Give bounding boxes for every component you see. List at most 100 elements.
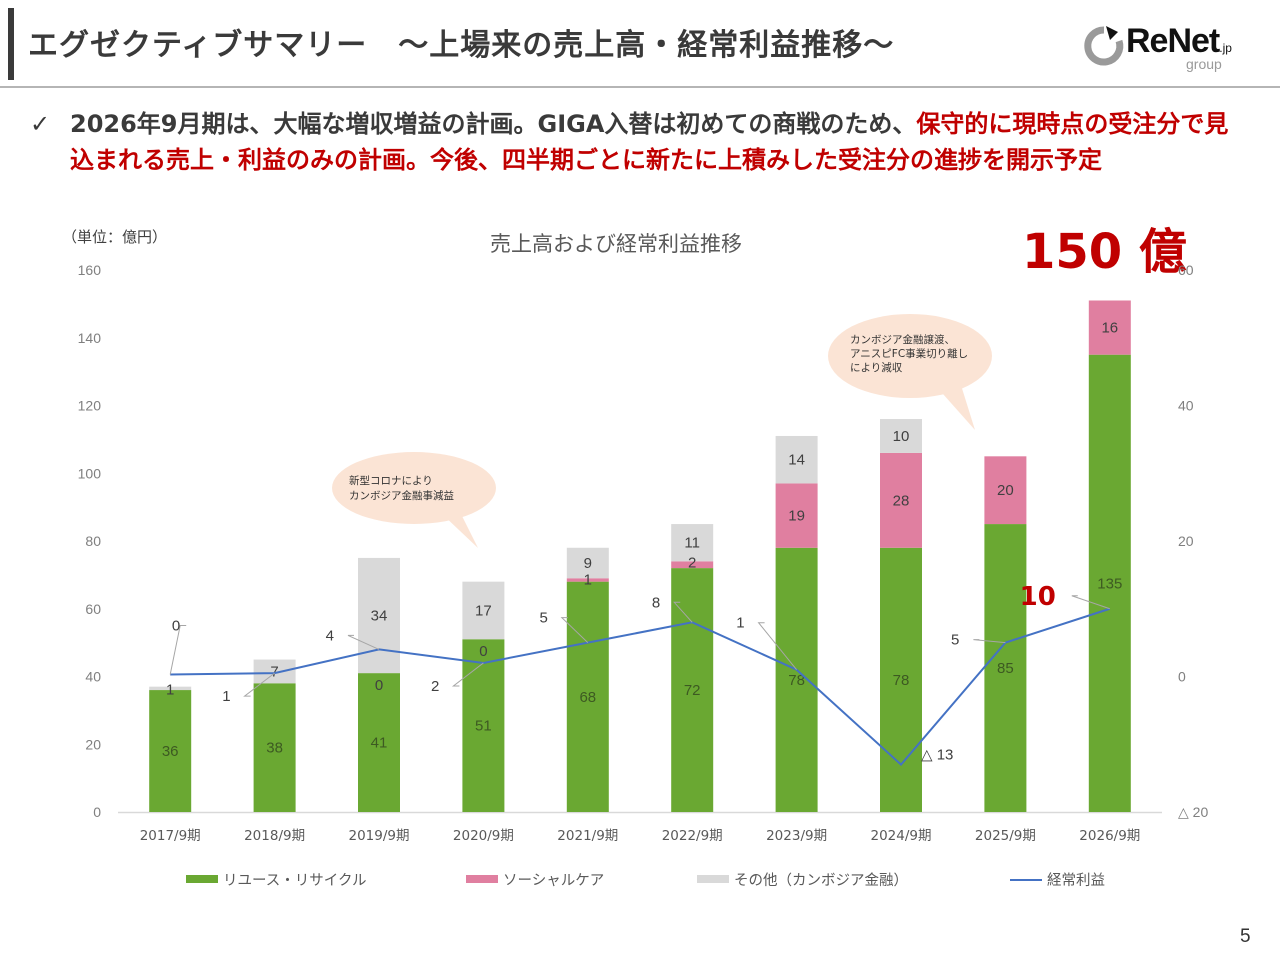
bar-segment-reuse <box>358 673 400 812</box>
callout-bubble-shape <box>440 508 478 548</box>
page-number: 5 <box>1240 926 1251 947</box>
bar-value-label: 2 <box>688 554 696 571</box>
y2-axis-tick-label: △ 20 <box>1178 804 1208 820</box>
y-axis-tick-label: 20 <box>85 736 101 752</box>
bar-segment-social <box>671 561 714 569</box>
legend-label: 経常利益 <box>1047 872 1105 889</box>
bar-segment-reuse <box>1088 354 1131 812</box>
bar-value-label: 85 <box>997 660 1014 677</box>
summary-text-plain: 2026年9月期は、大幅な増収増益の計画。GIGA入替は初めての商戦のため、 <box>70 110 917 138</box>
bar-segment-social <box>880 452 922 548</box>
bar-segment-social <box>984 456 1027 525</box>
x-axis-category-label: 2017/9期 <box>140 828 201 844</box>
bar-value-label: 19 <box>788 508 805 525</box>
profit-leader-line <box>451 662 484 687</box>
profit-value-label: 0 <box>172 617 180 634</box>
callout-divestiture <box>828 314 992 430</box>
bar-segment-reuse <box>462 639 505 812</box>
profit-value-label: 2 <box>431 678 439 695</box>
bar-value-label: 0 <box>375 677 383 694</box>
x-axis-category-label: 2018/9期 <box>244 828 305 844</box>
bar-segment-social <box>1088 300 1131 355</box>
profit-value-label: △ 13 <box>921 747 953 764</box>
summary-text-emphasis: 保守的に現時点の受注分で見込まれる売上・利益のみの計画。今後、四半期ごとに新たに… <box>70 110 1229 174</box>
bar-value-label: 1 <box>166 682 174 699</box>
summary-bullet: ✓ 2026年9月期は、大幅な増収増益の計画。GIGA入替は初めての商戦のため、… <box>30 106 1250 178</box>
callout-bubble-shape <box>332 452 496 524</box>
profit-value-label: 5 <box>539 610 547 627</box>
title-divider <box>0 86 1280 88</box>
chart-title: 売上高および経常利益推移 <box>490 232 742 256</box>
bar-value-label: 36 <box>162 743 179 760</box>
y-axis-tick-label: 80 <box>85 533 101 549</box>
callout-bubble-shape <box>828 314 992 398</box>
bar-segment-other <box>775 435 818 484</box>
bar-value-label: 16 <box>1101 320 1118 337</box>
checkmark-icon: ✓ <box>30 110 51 138</box>
logo-circle-arrow-icon <box>1084 26 1124 66</box>
bar-value-label: 7 <box>270 663 278 680</box>
x-axis-category-label: 2020/9期 <box>453 828 514 844</box>
y-axis-tick-label: 120 <box>78 398 102 414</box>
y-axis-tick-label: 0 <box>93 804 101 820</box>
bar-value-label: 72 <box>684 682 701 699</box>
bar-value-label: 41 <box>371 735 388 752</box>
bar-segment-reuse <box>149 690 192 812</box>
profit-line <box>170 607 1111 767</box>
legend-label: その他（カンボジア金融） <box>734 872 908 889</box>
bar-segment-other <box>462 581 505 640</box>
bar-segment-reuse <box>253 683 296 812</box>
legend-swatch-other <box>697 875 729 883</box>
legend-label: リユース・リサイクル <box>223 872 367 889</box>
y2-axis-tick-label: 60 <box>1178 262 1194 278</box>
callout-divestiture-text: により減収 <box>850 361 903 374</box>
profit-value-label: 8 <box>652 594 660 611</box>
bar-value-label: 78 <box>893 672 910 689</box>
bar-value-label: 10 <box>893 428 910 445</box>
page-title: エグゼクティブサマリー ～上場来の売上高・経常利益推移～ <box>28 28 895 63</box>
bar-segment-reuse <box>671 568 714 812</box>
renet-logo: ReNet.jp group <box>1082 20 1252 76</box>
callout-divestiture-text: アニスピFC事業切り離し <box>850 347 968 360</box>
bar-segment-other <box>880 419 922 453</box>
bar-value-label: 17 <box>475 602 492 619</box>
bar-segment-other <box>149 686 192 691</box>
profit-leader-line <box>560 617 589 643</box>
profit-leader-line <box>1071 595 1110 610</box>
bar-value-label: 28 <box>893 492 910 509</box>
callout-covid-text: 新型コロナにより <box>349 474 433 487</box>
bar-value-label: 14 <box>788 452 805 469</box>
profit-value-label: 1 <box>736 615 744 632</box>
callout-covid <box>332 452 496 548</box>
x-axis-category-label: 2022/9期 <box>662 828 723 844</box>
profit-value-label: 4 <box>326 627 334 644</box>
x-axis-category-label: 2025/9期 <box>975 828 1036 844</box>
bar-value-label: 78 <box>788 672 805 689</box>
bar-value-label: 0 <box>479 643 487 660</box>
logo-brand: ReNet.jp <box>1126 22 1232 60</box>
x-axis-category-label: 2026/9期 <box>1079 828 1140 844</box>
bar-value-label: 51 <box>475 718 492 735</box>
title-accent-bar <box>8 8 14 80</box>
bar-value-label: 34 <box>371 608 388 625</box>
unit-label: （単位：億円） <box>62 228 168 246</box>
y-axis-tick-label: 100 <box>78 465 102 481</box>
bar-segment-reuse <box>775 547 818 812</box>
bar-value-label: 11 <box>684 535 700 552</box>
bar-segment-other <box>566 547 609 579</box>
profit-value-label: 1 <box>222 688 230 705</box>
legend-swatch-social <box>466 875 498 883</box>
y-axis-tick-label: 160 <box>78 262 102 278</box>
bar-value-label: 9 <box>584 555 592 572</box>
logo-group-label: group <box>1186 56 1222 72</box>
bar-segment-reuse <box>984 524 1027 812</box>
y2-axis-tick-label: 40 <box>1178 398 1194 414</box>
bar-segment-social <box>566 578 609 582</box>
bar-segment-reuse <box>880 547 922 812</box>
summary-text: 2026年9月期は、大幅な増収増益の計画。GIGA入替は初めての商戦のため、保守… <box>30 106 1250 178</box>
highlight-total-sales: 150 億 <box>1022 224 1187 280</box>
profit-leader-line <box>757 622 797 671</box>
profit-leader-line <box>973 639 1006 644</box>
bar-segment-other <box>358 557 400 674</box>
